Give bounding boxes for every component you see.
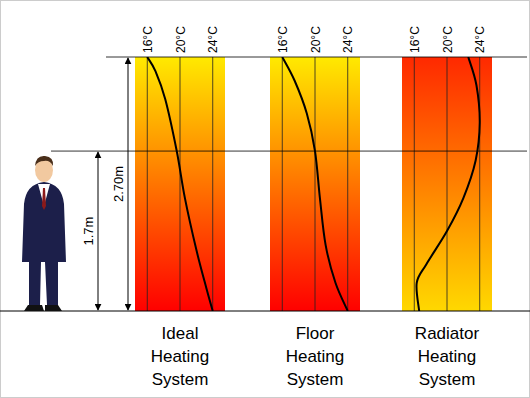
frame — [1, 1, 530, 398]
man-shoe — [45, 305, 62, 311]
dimension-arrow — [128, 58, 129, 310]
profile-line — [416, 57, 479, 311]
dimension-label: 2.70m — [111, 166, 126, 202]
grid-line — [479, 57, 480, 311]
panel: 16°C 20°C 24°C Ideal Heating System — [135, 26, 225, 389]
grid-line — [147, 57, 148, 311]
plot-area — [402, 57, 492, 311]
tick-label: 16°C — [141, 26, 155, 53]
panel: 16°C 20°C 24°C Floor Heating System — [270, 26, 360, 389]
tick-label: 16°C — [408, 26, 422, 53]
marks — [416, 57, 479, 311]
title-line: Heating — [286, 347, 345, 366]
title-line: Heating — [418, 347, 477, 366]
marks — [282, 57, 347, 311]
profile-line — [282, 57, 347, 311]
man-shoe — [24, 305, 44, 311]
dimension-arrow — [98, 152, 99, 310]
grid-line — [180, 57, 181, 311]
man-hair — [35, 156, 53, 166]
reference-line — [106, 57, 527, 58]
marks — [147, 57, 212, 311]
man-figure — [22, 156, 66, 311]
tick-label: 16°C — [276, 26, 290, 53]
title-line: System — [152, 370, 209, 389]
grid-line — [212, 57, 213, 311]
panel-title: Ideal Heating System — [151, 324, 210, 389]
plot-area — [135, 57, 225, 311]
tick-label: 24°C — [473, 26, 487, 53]
tick-label: 20°C — [174, 26, 188, 53]
panel-title: Radiator Heating System — [415, 324, 480, 389]
chart-svg: 16°C 20°C 24°C Ideal Heating System 16°C 20°C 24… — [0, 0, 530, 398]
man-tie — [42, 188, 46, 210]
grid-line — [347, 57, 348, 311]
man-body — [22, 182, 66, 305]
profile-line — [147, 57, 212, 311]
dimension-label: 1.7m — [81, 217, 96, 246]
grid-line — [414, 57, 415, 311]
tick-label: 20°C — [441, 26, 455, 53]
reference-line — [51, 151, 527, 152]
grid-line — [315, 57, 316, 311]
tick-label: 24°C — [341, 26, 355, 53]
panel: 16°C 20°C 24°C Radiator Heating System — [402, 26, 492, 389]
annotations: 2.70m 1.7m — [0, 57, 530, 311]
title-line: Floor — [296, 324, 335, 343]
panel-title: Floor Heating System — [286, 324, 345, 389]
title-line: Radiator — [415, 324, 480, 343]
title-line: Heating — [151, 347, 210, 366]
floor-line — [0, 311, 530, 312]
grid-line — [447, 57, 448, 311]
plot-area — [270, 57, 360, 311]
root: 16°C 20°C 24°C Ideal Heating System 16°C 20°C 24… — [0, 0, 530, 398]
tick-label: 24°C — [206, 26, 220, 53]
title-line: System — [419, 370, 476, 389]
title-line: System — [287, 370, 344, 389]
tick-label: 20°C — [309, 26, 323, 53]
title-line: Ideal — [162, 324, 199, 343]
grid-line — [282, 57, 283, 311]
